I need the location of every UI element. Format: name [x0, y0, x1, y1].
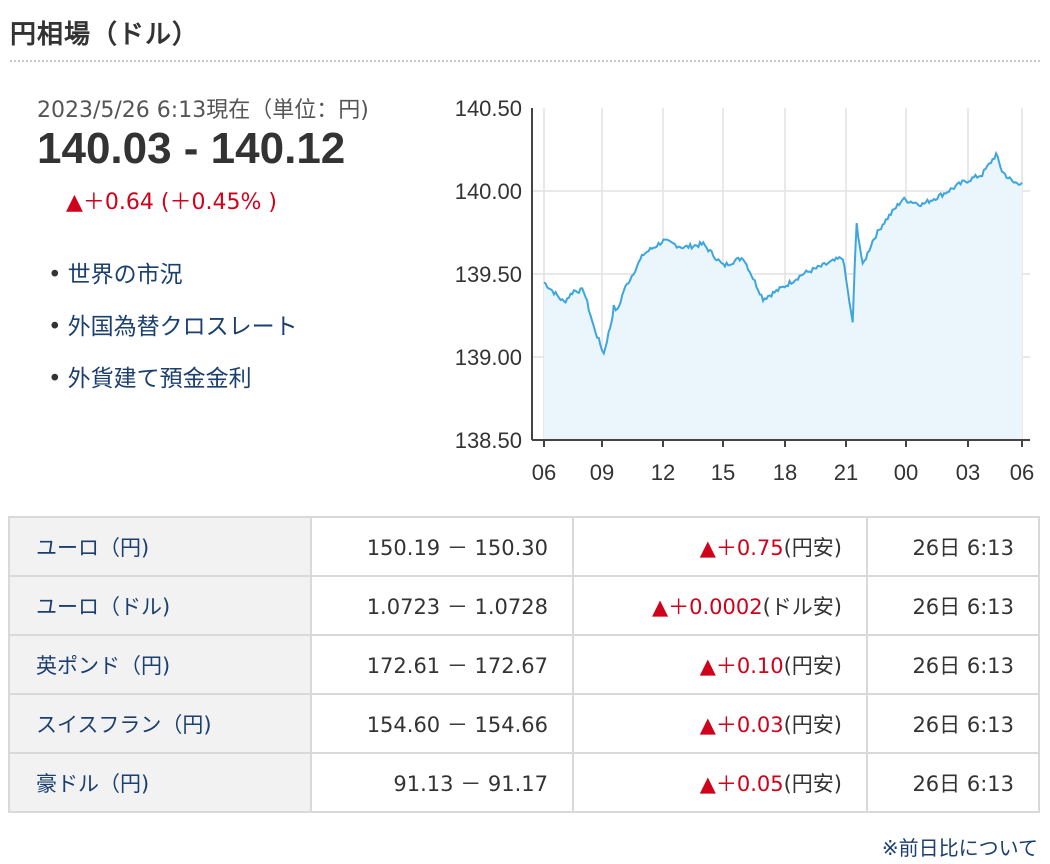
link-item-world-markets[interactable]: • 世界の市況 — [48, 258, 298, 310]
rate-change: ▲＋0.75(円安) — [572, 516, 868, 577]
rate-range: 154.60 － 154.66 — [310, 693, 574, 754]
y-tick-label: 140.50 — [455, 96, 522, 121]
cross-rate-table: ユーロ（円) 150.19 － 150.30 ▲＋0.75(円安) 26日 6:13 ユ… — [8, 516, 1040, 813]
rate-range: 1.0723 － 1.0728 — [310, 575, 574, 636]
usdjpy-intraday-chart: 140.50 140.00 139.50 139.00 138.50 06 09 12 15 18… — [455, 96, 1035, 485]
change-value: ▲＋0.10 — [699, 653, 784, 678]
rate-change: ▲＋0.0002(ドル安) — [572, 575, 868, 636]
change-value: ▲＋0.03 — [699, 712, 784, 737]
currency-pair-link[interactable]: 豪ドル（円) — [8, 752, 312, 813]
x-tick-label: 09 — [590, 460, 614, 485]
rate-change: ▲＋0.05(円安) — [572, 752, 868, 813]
table-row: 英ポンド（円) 172.61 － 172.67 ▲＋0.10(円安) 26日 6:13 — [8, 634, 1040, 695]
series-line — [543, 150, 1023, 356]
table-row: ユーロ（ドル) 1.0723 － 1.0728 ▲＋0.0002(ドル安) 26日 6… — [8, 575, 1040, 636]
table-row: 豪ドル（円) 91.13 － 91.17 ▲＋0.05(円安) 26日 6:13 — [8, 752, 1040, 813]
currency-pair-link[interactable]: ユーロ（円) — [8, 516, 312, 577]
rate-time: 26日 6:13 — [866, 752, 1040, 813]
rate-time: 26日 6:13 — [866, 516, 1040, 577]
y-tick-label: 139.50 — [455, 262, 522, 287]
currency-pair-link[interactable]: スイスフラン（円) — [8, 693, 312, 754]
change-suffix: (円安) — [783, 535, 842, 560]
link-item-cross-rates[interactable]: • 外国為替クロスレート — [48, 310, 298, 362]
rate-range: 91.13 － 91.17 — [310, 752, 574, 813]
x-tick-label: 06 — [1010, 460, 1034, 485]
rate-range: 150.19 － 150.30 — [310, 516, 574, 577]
related-links: • 世界の市況 • 外国為替クロスレート • 外貨建て預金金利 — [48, 258, 298, 414]
table-row: ユーロ（円) 150.19 － 150.30 ▲＋0.75(円安) 26日 6:13 — [8, 516, 1040, 577]
bullet-icon: • — [48, 366, 62, 392]
rate-time: 26日 6:13 — [866, 693, 1040, 754]
rate-time: 26日 6:13 — [866, 575, 1040, 636]
change-value: ▲＋0.0002 — [651, 594, 763, 619]
quote-timestamp: 2023/5/26 6:13現在（単位：円) — [37, 98, 369, 123]
rate-change: ▲＋0.03(円安) — [572, 693, 868, 754]
x-tick-label: 12 — [651, 460, 675, 485]
y-tick-label: 138.50 — [455, 428, 522, 453]
change-suffix: (円安) — [783, 653, 842, 678]
x-tick-label: 15 — [711, 460, 735, 485]
table-row: スイスフラン（円) 154.60 － 154.66 ▲＋0.03(円安) 26日 6:… — [8, 693, 1040, 754]
bullet-icon: • — [48, 314, 62, 340]
x-tick-label: 06 — [532, 460, 556, 485]
rate-change: ▲＋0.10(円安) — [572, 634, 868, 695]
currency-pair-link[interactable]: ユーロ（ドル) — [8, 575, 312, 636]
change-value: ▲＋0.75 — [699, 535, 784, 560]
x-tick-label: 00 — [894, 460, 918, 485]
quote-range: 140.03 - 140.12 — [37, 124, 346, 173]
x-tick-label: 03 — [956, 460, 980, 485]
y-tick-label: 140.00 — [455, 179, 522, 204]
change-value: ▲＋0.05 — [699, 771, 784, 796]
y-tick-label: 139.00 — [455, 345, 522, 370]
x-tick-label: 18 — [773, 460, 797, 485]
change-suffix: (円安) — [783, 712, 842, 737]
link-world-markets[interactable]: 世界の市況 — [67, 262, 183, 288]
quote-change: ▲＋0.64 (＋0.45% ) — [66, 190, 277, 215]
rate-range: 172.61 － 172.67 — [310, 634, 574, 695]
currency-pair-link[interactable]: 英ポンド（円) — [8, 634, 312, 695]
link-deposit-rates[interactable]: 外貨建て預金金利 — [67, 366, 252, 392]
page-title: 円相場（ドル） — [10, 20, 200, 50]
title-divider — [10, 60, 1040, 62]
series-area — [544, 153, 1022, 440]
bullet-icon: • — [48, 262, 62, 288]
x-tick-label: 21 — [834, 460, 858, 485]
change-suffix: (ドル安) — [762, 594, 842, 619]
footer-note-link[interactable]: ※前日比について — [881, 836, 1038, 860]
rate-time: 26日 6:13 — [866, 634, 1040, 695]
link-cross-rates[interactable]: 外国為替クロスレート — [67, 314, 298, 340]
change-suffix: (円安) — [783, 771, 842, 796]
link-item-deposit-rates[interactable]: • 外貨建て預金金利 — [48, 362, 298, 414]
